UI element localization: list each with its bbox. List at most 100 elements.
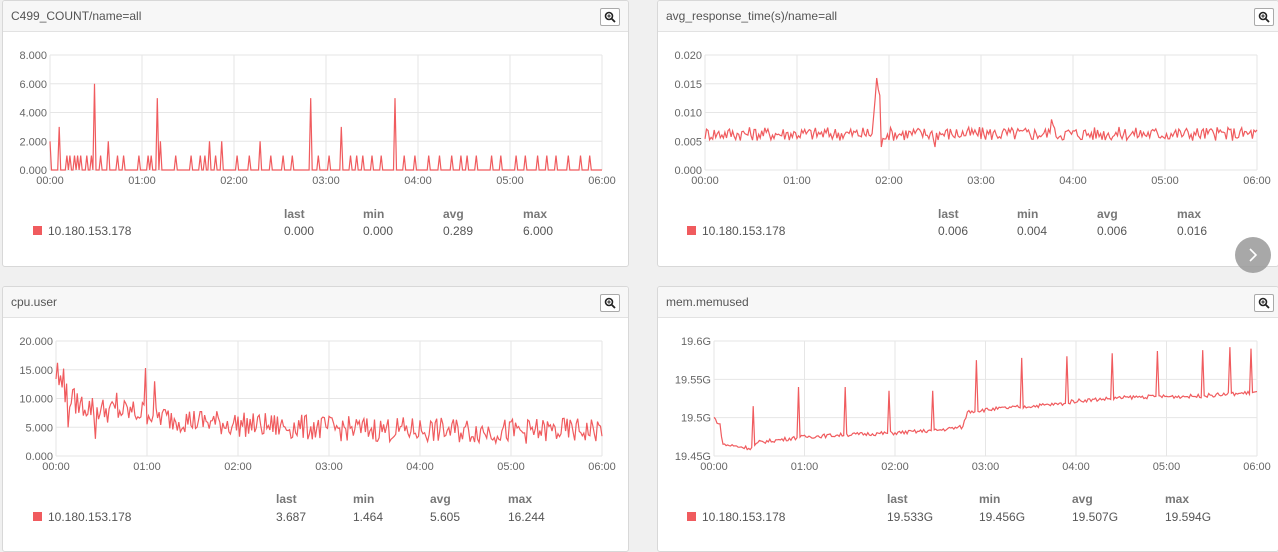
- panel-title: avg_response_time(s)/name=all: [666, 9, 838, 23]
- zoom-button[interactable]: [1254, 294, 1274, 312]
- panel-avg-response-time: avg_response_time(s)/name=all 0.020 0.015…: [657, 0, 1278, 267]
- legend-avg: 5.605: [430, 510, 461, 524]
- y-tick-label: 0.000: [19, 165, 47, 177]
- y-tick-label: 8.000: [19, 50, 47, 62]
- legend-header-avg: avg: [1097, 207, 1118, 221]
- legend-header-last: last: [284, 207, 305, 221]
- x-tick-label: 01:00: [791, 461, 819, 473]
- legend-max: 16.244: [508, 510, 545, 524]
- zoom-in-icon: [1258, 297, 1270, 309]
- x-tick-label: 05:00: [1151, 175, 1179, 187]
- legend-max: 19.594G: [1165, 510, 1212, 524]
- y-tick-label: 6.000: [19, 79, 47, 91]
- legend-header-min: min: [363, 207, 385, 221]
- y-tick-label: 0.005: [674, 136, 702, 148]
- legend-host[interactable]: 10.180.153.178: [48, 224, 132, 238]
- panel-c499-count: C499_COUNT/name=all 8.000 6.000 4.000 2.000…: [2, 0, 629, 267]
- y-tick-label: 19.55G: [675, 374, 711, 386]
- legend-header-last: last: [276, 492, 297, 506]
- legend-header-max: max: [523, 207, 548, 221]
- panel-title: C499_COUNT/name=all: [11, 9, 142, 23]
- x-tick-label: 03:00: [312, 175, 340, 187]
- legend-swatch: [687, 226, 696, 235]
- legend-header-max: max: [1177, 207, 1202, 221]
- legend-min: 1.464: [353, 510, 384, 524]
- series-line: [713, 347, 1258, 451]
- x-tick-label: 06:00: [588, 461, 616, 473]
- x-tick-label: 06:00: [1243, 175, 1271, 187]
- y-tick-label: 0.010: [674, 108, 702, 120]
- legend-header-min: min: [1017, 207, 1039, 221]
- x-tick-label: 03:00: [315, 461, 343, 473]
- legend-avg: 0.006: [1097, 224, 1128, 238]
- legend-avg: 19.507G: [1072, 510, 1119, 524]
- x-tick-label: 02:00: [881, 461, 909, 473]
- y-tick-label: 20.000: [19, 336, 53, 348]
- y-tick-label: 2.000: [19, 136, 47, 148]
- x-tick-label: 03:00: [967, 175, 995, 187]
- legend-host[interactable]: 10.180.153.178: [702, 510, 786, 524]
- x-tick-label: 06:00: [1243, 461, 1271, 473]
- zoom-button[interactable]: [600, 294, 620, 312]
- x-tick-label: 02:00: [875, 175, 903, 187]
- legend-last: 3.687: [276, 510, 307, 524]
- x-tick-label: 02:00: [220, 175, 248, 187]
- x-tick-label: 03:00: [972, 461, 1000, 473]
- legend-header-max: max: [508, 492, 533, 506]
- legend-max: 6.000: [523, 224, 554, 238]
- y-tick-label: 19.45G: [675, 451, 711, 463]
- legend-last: 0.000: [284, 224, 315, 238]
- zoom-in-icon: [1258, 11, 1270, 23]
- x-tick-label: 00:00: [42, 461, 70, 473]
- zoom-button[interactable]: [1254, 8, 1274, 26]
- x-tick-label: 04:00: [1062, 461, 1090, 473]
- y-tick-label: 0.000: [674, 165, 702, 177]
- x-tick-label: 00:00: [691, 175, 719, 187]
- panel-title: cpu.user: [11, 295, 58, 309]
- x-tick-label: 06:00: [588, 175, 616, 187]
- legend-header-avg: avg: [430, 492, 451, 506]
- panel-header: mem.memused: [658, 287, 1278, 318]
- panel-header: cpu.user: [3, 287, 628, 318]
- x-tick-label: 00:00: [700, 461, 728, 473]
- x-tick-label: 05:00: [496, 175, 524, 187]
- x-tick-label: 05:00: [497, 461, 525, 473]
- zoom-button[interactable]: [600, 8, 620, 26]
- x-tick-label: 01:00: [128, 175, 156, 187]
- legend-header-max: max: [1165, 492, 1190, 506]
- y-tick-label: 0.020: [674, 50, 702, 62]
- series-line: [55, 362, 603, 446]
- legend-host[interactable]: 10.180.153.178: [48, 510, 132, 524]
- legend-last: 0.006: [938, 224, 969, 238]
- legend-swatch: [33, 512, 42, 521]
- y-tick-label: 0.015: [674, 79, 702, 91]
- legend-min: 0.000: [363, 224, 394, 238]
- panel-mem-memused: mem.memused 19.6G 19.55G 19.5G 19.45G 00:00 0…: [657, 286, 1278, 552]
- legend-header-min: min: [979, 492, 1001, 506]
- legend-swatch: [687, 512, 696, 521]
- legend-max: 0.016: [1177, 224, 1208, 238]
- x-tick-label: 01:00: [783, 175, 811, 187]
- panel-title: mem.memused: [666, 295, 749, 309]
- legend-header-last: last: [938, 207, 959, 221]
- series-line: [49, 83, 602, 171]
- legend-host[interactable]: 10.180.153.178: [702, 224, 786, 238]
- next-page-button[interactable]: [1235, 237, 1271, 273]
- legend-header-avg: avg: [443, 207, 464, 221]
- y-tick-label: 4.000: [19, 108, 47, 120]
- y-tick-label: 19.5G: [681, 413, 711, 425]
- series-line: [704, 77, 1258, 148]
- panel-cpu-user: cpu.user 20.000 15.000 10.000 5.000 0.000 00:…: [2, 286, 629, 552]
- legend-header-avg: avg: [1072, 492, 1093, 506]
- x-tick-label: 02:00: [224, 461, 252, 473]
- x-tick-label: 04:00: [1059, 175, 1087, 187]
- x-tick-label: 04:00: [406, 461, 434, 473]
- x-tick-label: 01:00: [133, 461, 161, 473]
- y-tick-label: 5.000: [25, 422, 53, 434]
- legend-last: 19.533G: [887, 510, 934, 524]
- zoom-in-icon: [604, 297, 616, 309]
